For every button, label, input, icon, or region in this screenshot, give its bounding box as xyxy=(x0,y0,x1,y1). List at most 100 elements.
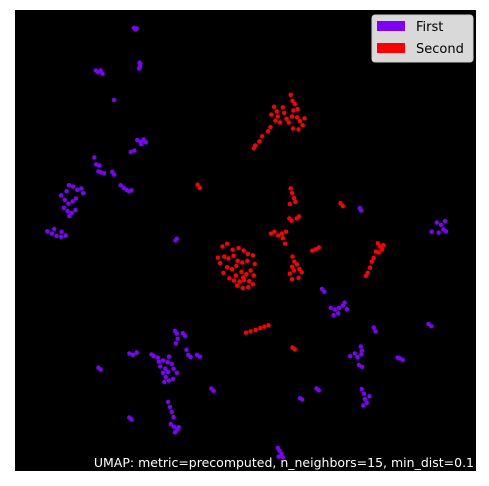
point-second-87 xyxy=(240,285,245,291)
point-second-69 xyxy=(231,253,236,258)
point-second-59 xyxy=(289,277,295,282)
legend-swatch-first xyxy=(377,21,405,31)
point-first-83 xyxy=(355,354,360,360)
point-second-3 xyxy=(295,106,300,112)
point-first-144 xyxy=(172,430,178,435)
point-first-149 xyxy=(277,448,282,453)
point-second-58 xyxy=(287,271,292,276)
point-second-107 xyxy=(243,330,249,335)
point-first-129 xyxy=(174,370,179,375)
point-second-25 xyxy=(257,139,262,144)
point-first-19 xyxy=(92,155,97,160)
point-first-119 xyxy=(166,354,172,359)
point-first-20 xyxy=(93,162,99,167)
point-first-2 xyxy=(134,26,139,31)
point-second-49 xyxy=(313,247,318,252)
point-first-68 xyxy=(328,305,333,310)
point-first-36 xyxy=(81,190,86,196)
point-second-104 xyxy=(363,273,368,279)
point-second-75 xyxy=(234,263,239,269)
point-first-151 xyxy=(276,454,281,459)
point-second-50 xyxy=(316,245,321,250)
point-first-127 xyxy=(170,376,176,381)
point-first-139 xyxy=(169,409,174,415)
point-second-0 xyxy=(288,92,293,98)
point-first-18 xyxy=(132,148,137,153)
point-second-85 xyxy=(241,275,246,280)
point-second-38 xyxy=(289,218,294,223)
point-second-91 xyxy=(215,255,220,260)
point-first-141 xyxy=(168,421,173,427)
point-first-117 xyxy=(165,360,170,365)
point-second-41 xyxy=(268,231,274,236)
scatter-points xyxy=(45,25,449,460)
point-first-52 xyxy=(63,233,68,238)
point-first-15 xyxy=(143,140,149,145)
point-first-88 xyxy=(400,357,405,363)
point-first-81 xyxy=(359,348,365,353)
point-first-121 xyxy=(163,366,168,371)
point-second-96 xyxy=(375,241,380,246)
point-first-145 xyxy=(176,425,181,430)
point-second-32 xyxy=(291,195,297,201)
point-first-72 xyxy=(344,307,350,312)
point-first-22 xyxy=(98,170,103,175)
point-first-111 xyxy=(98,367,103,372)
point-first-34 xyxy=(75,187,80,192)
point-second-79 xyxy=(227,276,232,281)
point-second-64 xyxy=(236,245,241,251)
point-first-56 xyxy=(174,236,179,241)
point-first-6 xyxy=(136,66,142,71)
point-second-51 xyxy=(290,254,295,259)
point-first-114 xyxy=(155,355,161,360)
point-first-98 xyxy=(364,400,369,405)
point-second-22 xyxy=(268,124,273,130)
point-second-8 xyxy=(286,120,291,125)
point-first-113 xyxy=(151,354,156,359)
point-first-147 xyxy=(129,417,134,422)
point-first-54 xyxy=(52,226,57,232)
point-second-76 xyxy=(239,269,244,274)
point-second-71 xyxy=(240,260,245,265)
point-second-15 xyxy=(302,116,307,121)
point-first-17 xyxy=(128,149,133,155)
point-first-96 xyxy=(361,391,367,396)
point-second-27 xyxy=(251,146,256,151)
point-first-41 xyxy=(73,196,79,201)
point-second-44 xyxy=(279,231,285,236)
point-second-13 xyxy=(296,127,301,132)
point-first-107 xyxy=(127,351,132,356)
point-first-46 xyxy=(73,207,78,213)
point-second-80 xyxy=(231,278,237,283)
point-second-34 xyxy=(293,199,298,204)
point-first-42 xyxy=(64,189,69,194)
point-first-50 xyxy=(54,233,59,239)
point-second-92 xyxy=(250,253,256,258)
point-second-84 xyxy=(233,273,238,278)
point-second-62 xyxy=(224,241,230,246)
point-first-59 xyxy=(434,220,439,225)
point-second-1 xyxy=(290,98,295,104)
legend-label-first: First xyxy=(416,20,443,35)
point-first-61 xyxy=(442,218,448,224)
point-second-46 xyxy=(280,236,285,241)
point-second-74 xyxy=(229,266,235,272)
point-first-5 xyxy=(138,61,143,67)
point-second-14 xyxy=(290,126,296,131)
point-first-53 xyxy=(59,229,64,234)
point-first-94 xyxy=(300,397,305,402)
point-first-79 xyxy=(429,324,434,329)
point-first-9 xyxy=(98,68,103,73)
point-first-102 xyxy=(174,331,179,336)
point-first-138 xyxy=(167,404,173,410)
point-second-9 xyxy=(289,114,295,119)
point-first-99 xyxy=(360,403,366,408)
point-first-125 xyxy=(163,374,168,380)
point-first-109 xyxy=(134,350,139,355)
point-first-128 xyxy=(162,379,167,385)
point-first-120 xyxy=(158,364,163,369)
point-second-73 xyxy=(224,265,230,270)
point-second-48 xyxy=(310,248,315,253)
point-first-47 xyxy=(67,213,72,219)
point-second-86 xyxy=(235,283,240,288)
